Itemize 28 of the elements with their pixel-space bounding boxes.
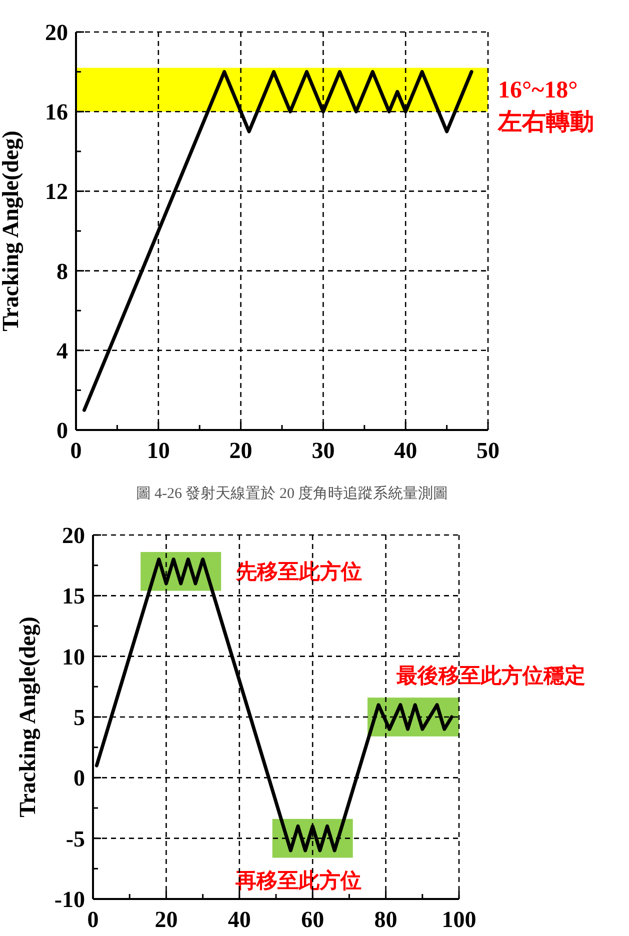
y-tick-label: 0 — [74, 766, 85, 791]
x-tick-label: 20 — [229, 438, 252, 463]
x-tick-label: 100 — [442, 907, 476, 932]
band-label: 最後移至此方位穩定 — [396, 664, 586, 688]
y-tick-label: 15 — [62, 584, 85, 609]
x-tick-label: 30 — [312, 438, 335, 463]
y-tick-label: 16 — [45, 100, 68, 125]
x-tick-label: 40 — [228, 907, 251, 932]
x-tick-label: 40 — [394, 438, 418, 463]
band-label: 16°~18° 左右轉動 — [497, 78, 594, 136]
x-tick-label: 10 — [146, 438, 170, 463]
y-tick-label: 8 — [56, 258, 68, 284]
caption: 圖 4-26 發射天線置於 20 度角時追蹤系統量測圖 — [136, 485, 448, 502]
y-tick-label: 12 — [45, 179, 68, 204]
x-tick-label: 50 — [476, 438, 500, 463]
y-tick-label: 10 — [62, 644, 85, 670]
y-tick-label: 0 — [56, 418, 68, 443]
x-tick-label: 60 — [301, 907, 324, 932]
y-tick-label: 20 — [62, 523, 85, 548]
y-tick-label: -5 — [66, 826, 85, 852]
y-tick-label: 5 — [74, 705, 85, 730]
y-axis-title: Tracking Angle(deg) — [15, 616, 41, 818]
x-tick-label: 80 — [374, 907, 398, 932]
y-tick-label: 4 — [56, 338, 68, 364]
y-tick-label: -10 — [54, 887, 85, 912]
y-tick-label: 20 — [45, 20, 68, 45]
y-axis-title: Tracking Angle(deg) — [0, 130, 24, 332]
x-tick-label: 20 — [154, 907, 178, 932]
